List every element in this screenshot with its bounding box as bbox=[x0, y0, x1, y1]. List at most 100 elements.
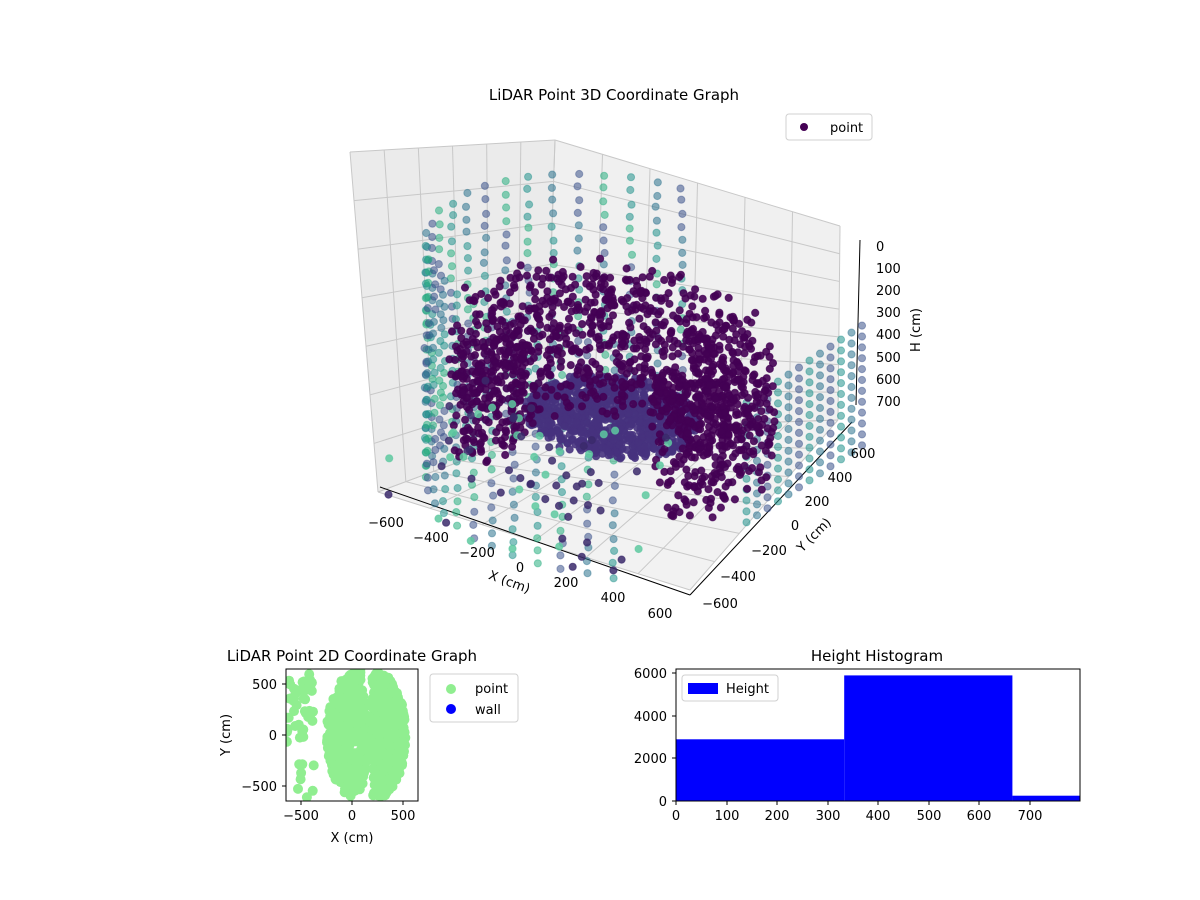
data-point-3d bbox=[583, 501, 593, 510]
data-point-3d bbox=[464, 319, 473, 328]
data-point-3d bbox=[794, 439, 804, 448]
data-point-3d bbox=[652, 228, 661, 237]
data-point-3d bbox=[585, 450, 594, 459]
data-point-3d bbox=[582, 272, 591, 281]
data-point-3d bbox=[547, 385, 556, 394]
data-point-3d bbox=[599, 197, 608, 206]
data-point-3d bbox=[696, 355, 705, 364]
data-point-3d bbox=[669, 512, 678, 521]
data-point-3d bbox=[484, 338, 493, 347]
data-point-3d bbox=[434, 260, 443, 269]
y-tick-label: −200 bbox=[751, 544, 787, 559]
data-point-3d bbox=[664, 289, 673, 298]
data-point-3d bbox=[518, 316, 527, 325]
data-point-3d bbox=[784, 446, 793, 455]
data-point-3d bbox=[463, 254, 472, 263]
data-point-3d bbox=[509, 538, 518, 547]
data-point-3d bbox=[453, 484, 462, 493]
x-tick-label: 100 bbox=[715, 809, 740, 824]
data-point-3d bbox=[730, 495, 740, 504]
data-point-3d bbox=[452, 469, 461, 478]
data-point-3d bbox=[522, 341, 531, 350]
data-point-3d bbox=[460, 283, 470, 292]
data-point-3d bbox=[482, 233, 491, 242]
data-point-3d bbox=[635, 363, 644, 372]
data-point-3d bbox=[675, 452, 684, 461]
data-point-3d bbox=[836, 433, 846, 442]
data-point-3d bbox=[676, 184, 685, 193]
data-point-3d bbox=[429, 458, 438, 467]
data-point-2d bbox=[349, 767, 360, 778]
data-point-3d bbox=[688, 324, 698, 334]
data-point-2d bbox=[368, 764, 379, 775]
data-point-3d bbox=[523, 249, 532, 258]
data-point-3d bbox=[726, 423, 735, 432]
data-point-3d bbox=[501, 190, 510, 199]
x-ticks: −600 −400 −200 0 200 400 600 bbox=[368, 516, 672, 622]
data-point-3d bbox=[594, 335, 603, 345]
data-point-2d bbox=[300, 694, 311, 705]
data-point-3d bbox=[622, 369, 632, 378]
data-point-3d bbox=[533, 534, 542, 543]
data-point-3d bbox=[530, 288, 540, 297]
data-point-3d bbox=[784, 381, 793, 390]
data-point-3d bbox=[447, 327, 457, 336]
data-point-3d bbox=[646, 408, 655, 417]
data-point-3d bbox=[652, 280, 661, 289]
data-point-3d bbox=[487, 541, 496, 550]
data-point-3d bbox=[857, 419, 867, 428]
data-point-3d bbox=[677, 415, 686, 424]
data-point-3d bbox=[435, 401, 445, 410]
data-point-3d bbox=[632, 380, 641, 389]
data-point-3d bbox=[626, 323, 635, 332]
data-point-3d bbox=[556, 526, 565, 535]
data-point-2d bbox=[286, 675, 295, 686]
data-point-3d bbox=[501, 359, 510, 368]
data-point-3d bbox=[446, 274, 455, 283]
data-point-3d bbox=[440, 444, 449, 453]
data-point-3d bbox=[596, 308, 605, 317]
data-point-3d bbox=[506, 321, 515, 330]
data-point-3d bbox=[555, 447, 564, 456]
data-point-3d bbox=[634, 438, 643, 447]
data-point-3d bbox=[447, 222, 456, 231]
data-point-3d bbox=[439, 316, 448, 325]
data-point-3d bbox=[711, 453, 720, 462]
data-point-3d bbox=[600, 341, 610, 350]
data-point-3d bbox=[742, 496, 751, 505]
data-point-2d bbox=[367, 718, 378, 729]
data-point-3d bbox=[531, 492, 540, 502]
data-point-3d bbox=[655, 461, 665, 470]
data-point-3d bbox=[749, 371, 758, 380]
data-point-3d bbox=[794, 417, 804, 427]
data-point-3d bbox=[453, 290, 462, 299]
data-point-3d bbox=[805, 454, 814, 463]
z-tick-label: 400 bbox=[876, 328, 901, 343]
data-point-3d bbox=[531, 502, 540, 511]
data-point-3d bbox=[632, 467, 642, 476]
data-point-3d bbox=[610, 407, 619, 416]
data-point-3d bbox=[599, 236, 608, 245]
x-tick-label: 600 bbox=[648, 607, 673, 622]
data-point-3d bbox=[670, 336, 679, 345]
data-point-3d bbox=[652, 216, 662, 225]
data-point-3d bbox=[557, 462, 566, 471]
data-point-3d bbox=[509, 359, 518, 368]
data-point-3d bbox=[721, 383, 730, 392]
data-point-3d bbox=[529, 384, 538, 394]
data-point-2d bbox=[329, 694, 340, 705]
data-point-3d bbox=[603, 372, 613, 381]
data-point-2d bbox=[391, 774, 402, 785]
x-tick-label: 0 bbox=[348, 809, 356, 824]
legend-histogram: Height bbox=[681, 674, 779, 702]
data-point-3d bbox=[609, 566, 618, 575]
data-point-2d bbox=[339, 705, 349, 715]
legend-label-point: point bbox=[830, 121, 863, 136]
data-point-3d bbox=[826, 386, 835, 395]
y-axis-label: Y (cm) bbox=[219, 714, 234, 757]
x-tick-label: 400 bbox=[866, 809, 891, 824]
data-point-3d bbox=[717, 473, 726, 482]
data-point-3d bbox=[430, 368, 439, 377]
data-point-3d bbox=[424, 255, 433, 264]
data-point-3d bbox=[487, 479, 496, 488]
